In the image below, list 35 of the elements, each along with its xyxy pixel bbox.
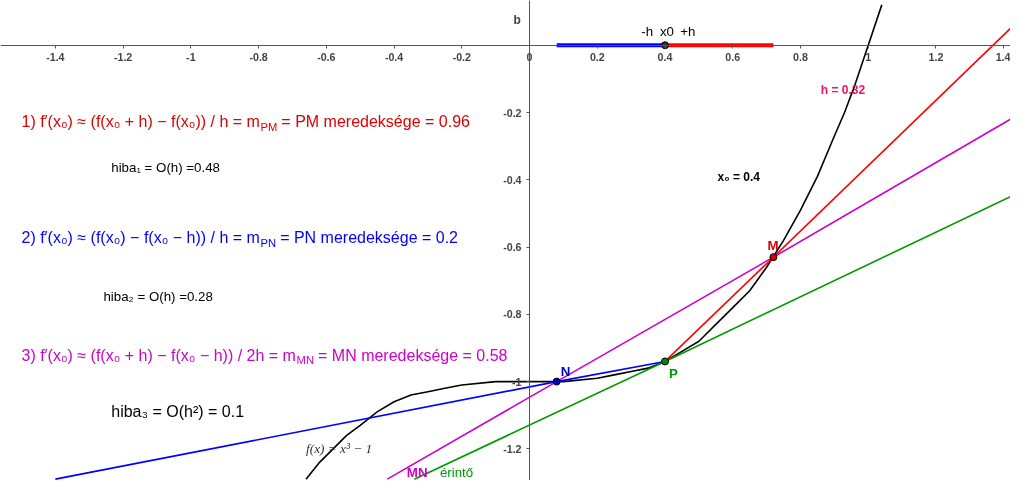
y-tick-label: -1.2	[503, 442, 522, 455]
annotation: MN	[406, 464, 428, 480]
annotation: hiba₁ = O(h) =0.48	[111, 159, 220, 175]
x-tick-label: 1.2	[928, 51, 944, 64]
point	[661, 357, 670, 366]
y-tick-label: -0.6	[503, 241, 522, 254]
x-tick-label: -0.6	[317, 51, 336, 64]
y-axis-title: b	[513, 12, 521, 27]
annotation: M	[767, 237, 779, 253]
annotation: +h	[680, 23, 696, 39]
x-tick-label: 1.4	[995, 51, 1011, 64]
annotation: hiba₂ = O(h) =0.28	[103, 288, 213, 304]
y-tick-label: -0.2	[503, 106, 522, 119]
annotation: x₀ = 0.4	[717, 170, 761, 185]
y-tick-label: -0.4	[503, 173, 522, 186]
x-tick-label: -1	[186, 51, 196, 64]
annotation: -h	[641, 23, 654, 39]
x-tick-label: 0.2	[589, 51, 605, 64]
x-tick-label: -0.4	[384, 51, 404, 64]
point	[552, 377, 561, 386]
x-tick-label: -0.8	[249, 51, 268, 64]
point	[769, 253, 778, 262]
x-tick-label: -0.2	[452, 51, 472, 64]
annotation: P	[669, 365, 679, 381]
x-tick-label: 0.8	[793, 51, 808, 64]
y-tick-label: -0.8	[503, 308, 522, 321]
annotation: x0	[659, 23, 674, 39]
x-tick-label: 0.4	[657, 51, 673, 64]
x-tick-label: 1	[865, 51, 872, 64]
x-tick-label: -1.2	[113, 51, 133, 64]
x-tick-label: 0.6	[725, 51, 741, 64]
annotation: hiba₃ = O(h²) = 0.1	[111, 403, 245, 421]
annotation: N	[560, 364, 571, 380]
annotation: érintő	[439, 464, 474, 480]
x-tick-label: -1.4	[46, 51, 65, 64]
